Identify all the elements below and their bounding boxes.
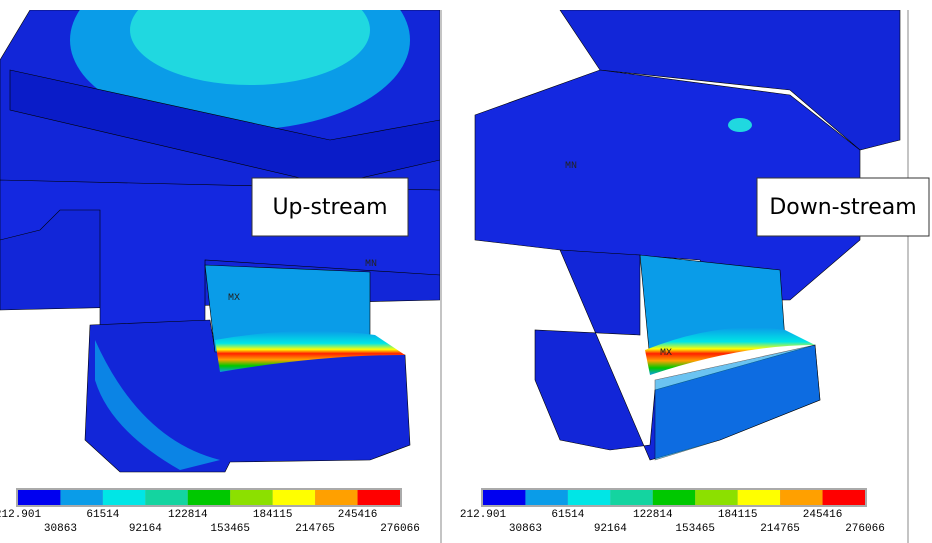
legend-label: 184115	[253, 509, 293, 521]
screenshot: Up-stream MX MN 212.901 61514 122814 184115 245…	[0, 0, 932, 543]
legend-label: 30863	[509, 523, 542, 535]
legend-swatch	[18, 490, 60, 505]
marker-label: MX	[228, 293, 240, 304]
legend-label: 214765	[760, 523, 800, 535]
legend-label: 212.901	[0, 509, 41, 521]
panel-label: Down-stream	[769, 195, 916, 220]
legend-label: 245416	[338, 509, 378, 521]
legend-swatch	[568, 490, 610, 505]
legend-label: 92164	[594, 523, 627, 535]
legend-swatch	[695, 490, 737, 505]
legend-swatch	[483, 490, 525, 505]
legend-swatch	[525, 490, 567, 505]
legend-swatch	[358, 490, 400, 505]
legend-swatch	[653, 490, 695, 505]
panel-label: Up-stream	[272, 195, 387, 220]
legend-label: 212.901	[460, 509, 507, 521]
legend-label: 61514	[86, 509, 119, 521]
page: Up-stream MX MN 212.901 61514 122814 184115 245…	[0, 0, 932, 543]
legend-label: 153465	[210, 523, 250, 535]
marker-label: MX	[660, 348, 672, 359]
legend-swatch	[315, 490, 357, 505]
legend-swatch	[103, 490, 145, 505]
legend-label: 30863	[44, 523, 77, 535]
legend-label: 92164	[129, 523, 162, 535]
legend-label: 122814	[168, 509, 208, 521]
legend-swatch	[273, 490, 315, 505]
legend-swatch	[230, 490, 272, 505]
marker-label: MN	[565, 161, 577, 172]
legend-swatch	[610, 490, 652, 505]
legend-label: 122814	[633, 509, 673, 521]
legend-label: 276066	[845, 523, 885, 535]
legend-swatch	[188, 490, 230, 505]
legend-swatch	[823, 490, 865, 505]
legend-swatch	[780, 490, 822, 505]
legend-swatch	[145, 490, 187, 505]
legend-swatch	[60, 490, 102, 505]
legend-swatch	[738, 490, 780, 505]
legend-label: 61514	[551, 509, 584, 521]
legend-label: 153465	[675, 523, 715, 535]
legend-label: 184115	[718, 509, 758, 521]
marker-label: MN	[365, 259, 377, 270]
legend-label: 214765	[295, 523, 335, 535]
legend-label: 245416	[803, 509, 843, 521]
legend-label: 276066	[380, 523, 420, 535]
